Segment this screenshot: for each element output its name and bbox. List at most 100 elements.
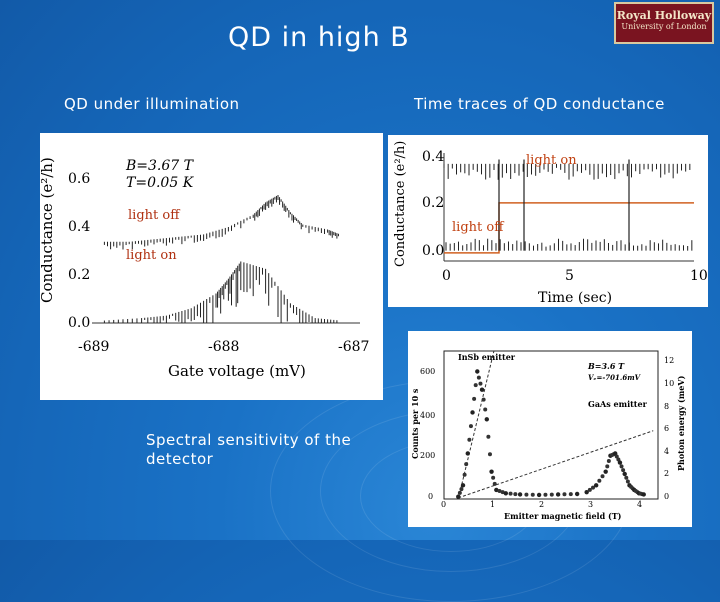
gaas-point [614,454,619,459]
logo-line-2: University of London [621,22,707,31]
insb-point [494,487,499,493]
insb-point [486,434,491,439]
time-trace-chart: 0.4 0.2 0.0 0 5 10 Time (sec) Conductanc… [393,141,708,306]
y-tick: 0.4 [68,219,90,235]
x-tick: 1 [490,500,495,509]
gaas-point [624,475,629,480]
gaas-point [591,485,596,490]
y2-tick: 12 [664,356,674,365]
annotation-temperature: T=0.05 K [126,175,195,191]
x-tick: -689 [78,339,109,355]
y2-tick: 8 [664,402,669,411]
y2-tick: 10 [664,379,674,388]
insb-point [497,489,502,494]
gaas-point [606,459,611,464]
insb-point [508,491,513,496]
insb-point [492,481,497,486]
insb-point [465,451,470,456]
annotation-insb: InSb emitter [458,352,516,362]
insb-point [468,424,473,429]
y-tick: 0.0 [422,243,444,259]
gaas-point [597,478,602,483]
insb-point [484,417,489,422]
x-tick: 5 [565,268,574,284]
insb-point [457,490,462,495]
insb-point [472,396,477,401]
y2-tick: 4 [664,447,669,456]
insb-point [536,492,542,498]
slide-title: QD in high B [228,22,410,53]
time-trace-figure: 0.4 0.2 0.0 0 5 10 Time (sec) Conductanc… [388,135,708,307]
x-tick: 2 [539,500,544,509]
y-tick: 0.0 [68,315,90,331]
y-tick: 0.2 [68,267,90,283]
insb-point [555,492,561,497]
insb-point [487,452,492,457]
annotation-field: B=3.6 T [587,361,625,371]
x-tick: -688 [208,339,239,355]
x-tick: -687 [338,339,369,355]
insb-point [483,407,488,412]
gaas-point [600,474,605,479]
plot-frame [443,350,659,500]
annotation-gaas: GaAs emitter [588,399,648,409]
gaas-point [621,468,626,473]
spectral-caption: Spectral sensitivity of the detector [146,431,352,468]
gaas-point [584,489,589,495]
x-tick: 0 [441,500,446,509]
insb-point [464,462,469,467]
insb-point [517,492,523,497]
gaas-point [619,464,624,469]
y-tick: 0 [428,492,433,501]
gaas-point [622,471,627,477]
gaas-guide-line [458,430,654,499]
insb-point [568,492,573,497]
insb-point [478,381,483,386]
annotation-light-off: light off [128,208,181,223]
insb-point [467,437,472,442]
insb-point [470,410,475,415]
royal-holloway-logo: Royal Holloway University of London [614,2,714,44]
insb-point [489,469,494,474]
insb-point [475,369,480,374]
y2-axis-label: Photon energy (meV) [676,375,686,471]
y2-tick: 2 [664,469,669,478]
y-tick: 0.4 [422,149,444,165]
right-caption: Time traces of QD conductance [414,95,665,113]
annotation-light-on: light on [126,248,177,263]
gaas-point [593,483,599,488]
gaas-point [587,487,592,492]
x-tick: 10 [690,268,708,284]
insb-point [530,492,535,497]
insb-point [549,492,554,497]
insb-point [462,472,467,477]
x-tick: 4 [637,500,642,509]
insb-point [491,475,496,480]
y-axis-label: Counts per 10 s [410,388,420,459]
gaas-point [617,460,623,465]
annotation-field: B=3.67 T [125,158,195,174]
gate-voltage-figure: 0.6 0.4 0.2 0.0 -689 -688 -687 Gate volt… [38,133,383,468]
insb-point [456,494,461,499]
insb-point [473,383,478,388]
insb-point [459,487,464,492]
y-axis-label: Conductance (e²/h) [40,157,56,303]
x-tick: 0 [442,268,451,284]
gaas-point [605,464,610,469]
annotation-light-off: light off [452,220,505,235]
y-tick: 0.2 [422,195,444,211]
insb-point [476,375,481,380]
gaas-point [603,469,608,474]
gate-voltage-chart: 0.6 0.4 0.2 0.0 -689 -688 -687 Gate volt… [38,157,369,380]
annotation-voltage: Vₑ=-701.6mV [588,373,642,382]
insb-point [574,491,580,497]
y2-tick: 0 [664,492,669,501]
y-tick: 600 [420,367,435,376]
insb-point [562,492,567,497]
x-axis-label: Time (sec) [538,290,612,306]
spectral-chart: 600 400 200 0 12 10 8 6 4 2 0 0 1 2 3 4 … [410,350,686,521]
y-tick: 400 [420,411,435,420]
x-tick: 3 [588,500,593,509]
insb-point [513,492,518,497]
y-tick: 200 [420,451,435,460]
